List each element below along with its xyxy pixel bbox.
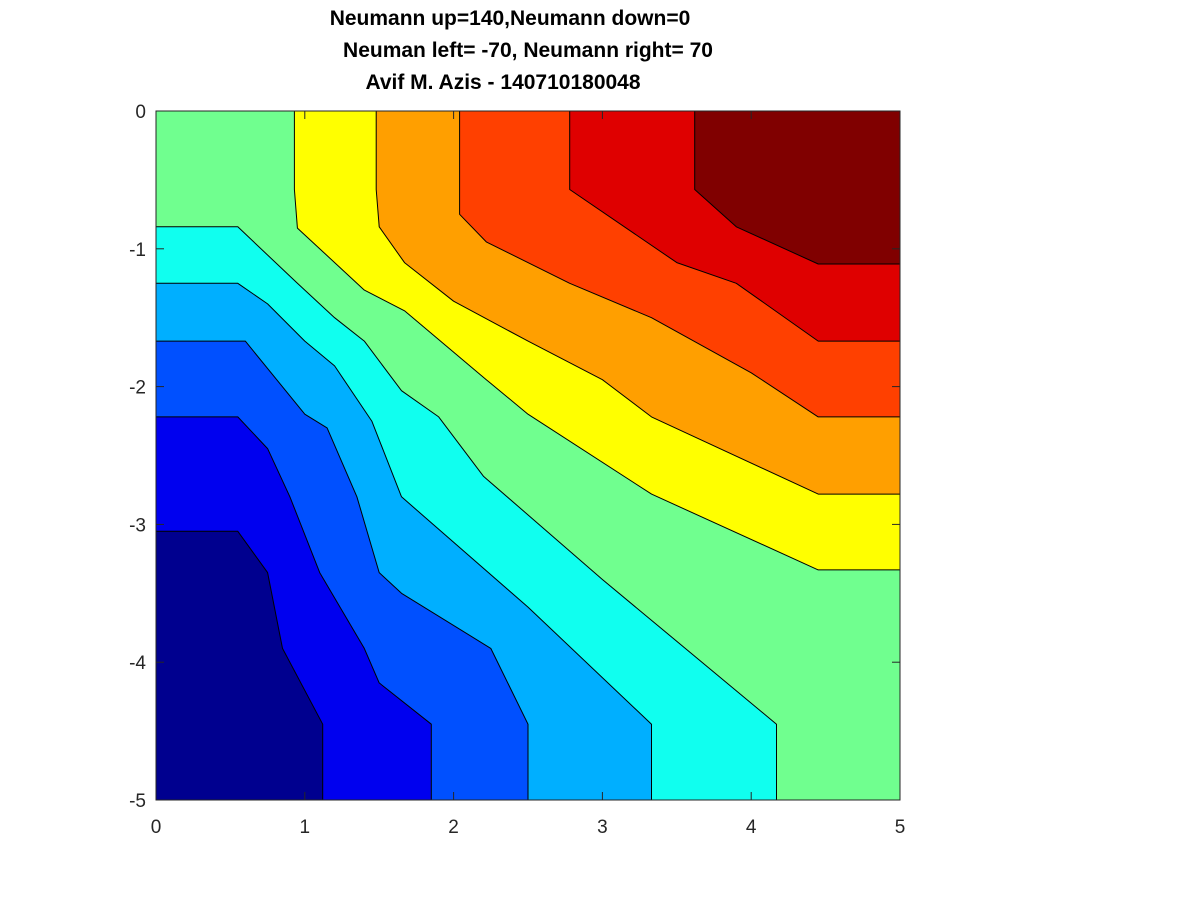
contour-line-0 — [156, 530, 324, 800]
y-tick-label-2: -2 — [129, 378, 146, 399]
x-tick-label-1: 1 — [300, 817, 311, 838]
title-line-2: Neuman left= -70, Neumann right= 70 — [343, 39, 713, 62]
y-tick-label-1: -1 — [129, 240, 146, 261]
contour-line-9 — [694, 111, 900, 265]
contour-line-2 — [156, 340, 529, 800]
contour-bands — [156, 111, 900, 800]
y-axis: 0 -1 -2 -3 -4 -5 — [129, 102, 900, 812]
contour-line-1 — [156, 416, 432, 800]
chart-title: Neumann up=140,Neumann down=0 Neuman lef… — [330, 7, 713, 94]
x-axis: 0 1 2 3 4 5 — [151, 111, 906, 838]
contour-line-5 — [293, 111, 900, 571]
title-line-1: Neumann up=140,Neumann down=0 — [330, 7, 691, 30]
y-tick-label-4: -4 — [129, 653, 146, 674]
x-tick-label-3: 3 — [597, 817, 608, 838]
x-tick-label-0: 0 — [151, 817, 162, 838]
x-tick-label-5: 5 — [895, 817, 906, 838]
x-tick-label-2: 2 — [448, 817, 459, 838]
y-tick-label-0: 0 — [135, 102, 146, 123]
y-tick-label-3: -3 — [129, 515, 146, 536]
contour-line-8 — [569, 111, 900, 342]
contour-lines — [156, 111, 900, 800]
title-line-3: Avif M. Azis - 140710180048 — [365, 71, 640, 94]
y-tick-label-5: -5 — [129, 791, 146, 812]
x-tick-label-4: 4 — [746, 817, 757, 838]
contour-line-7 — [459, 111, 900, 418]
plot-area-frame — [155, 110, 901, 801]
contour-line-6 — [375, 111, 900, 495]
contour-line-3 — [156, 282, 652, 800]
contour-line-4 — [156, 226, 777, 800]
contour-band-0 — [156, 531, 323, 800]
